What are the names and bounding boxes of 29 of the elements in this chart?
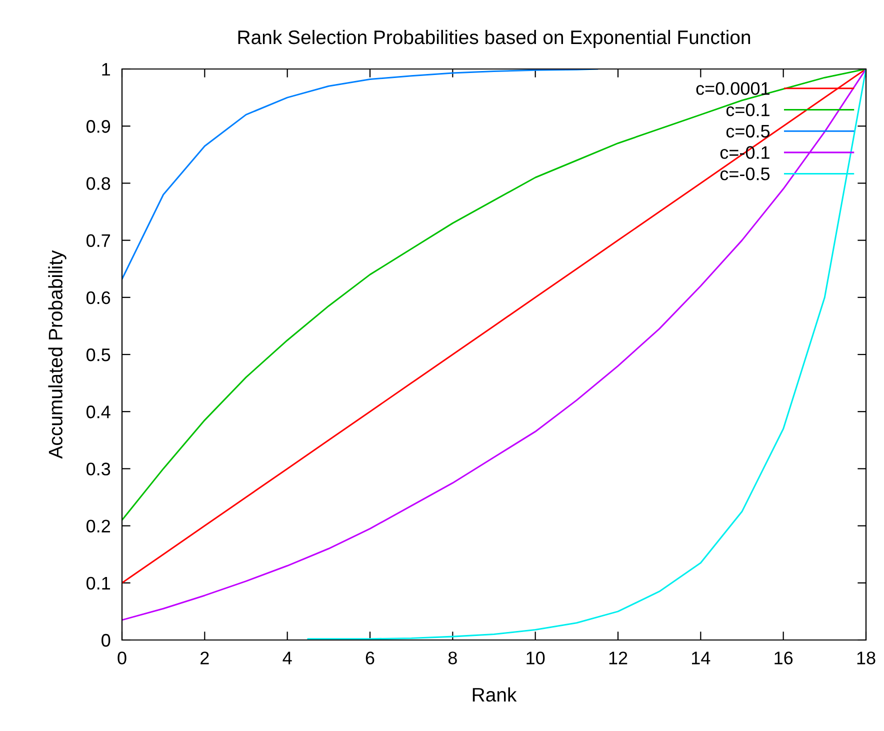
- y-tick-label: 0.5: [86, 348, 110, 362]
- chart-title: Rank Selection Probabilities based on Exponential Function: [238, 30, 750, 48]
- x-axis-title: Rank: [472, 687, 517, 702]
- y-axis-title: Accumulated Probability: [48, 250, 66, 459]
- y-tick-label: 0.1: [86, 576, 110, 590]
- legend-label: c=0.1: [726, 103, 770, 116]
- x-tick-label: 10: [526, 652, 545, 664]
- x-tick-label: 12: [609, 652, 628, 664]
- y-tick-label: 0.6: [86, 291, 110, 304]
- y-tick-label: 0.4: [86, 406, 110, 418]
- x-tick-label: 6: [366, 652, 374, 664]
- y-tick-label: 0.7: [86, 234, 110, 248]
- legend-label: c=-0.5: [720, 167, 770, 180]
- y-tick-label: 0.9: [86, 120, 110, 133]
- x-tick-label: 8: [448, 652, 457, 664]
- y-tick-label: 0.2: [86, 520, 110, 533]
- x-tick-label: 14: [692, 652, 710, 664]
- y-tick-label: 0.3: [86, 462, 110, 476]
- y-tick-label: 0.8: [86, 177, 110, 190]
- x-tick-label: 16: [774, 652, 793, 664]
- line-series: [122, 69, 598, 280]
- legend-label: c=0.5: [726, 124, 770, 138]
- x-tick-label: 18: [857, 652, 876, 664]
- y-tick-label: 1: [102, 63, 110, 76]
- y-tick-label: 0: [102, 634, 110, 647]
- x-tick-label: 0: [118, 652, 126, 664]
- x-tick-label: 4: [282, 652, 292, 664]
- legend-label: c=0.0001: [696, 82, 770, 95]
- x-tick-label: 2: [200, 652, 209, 664]
